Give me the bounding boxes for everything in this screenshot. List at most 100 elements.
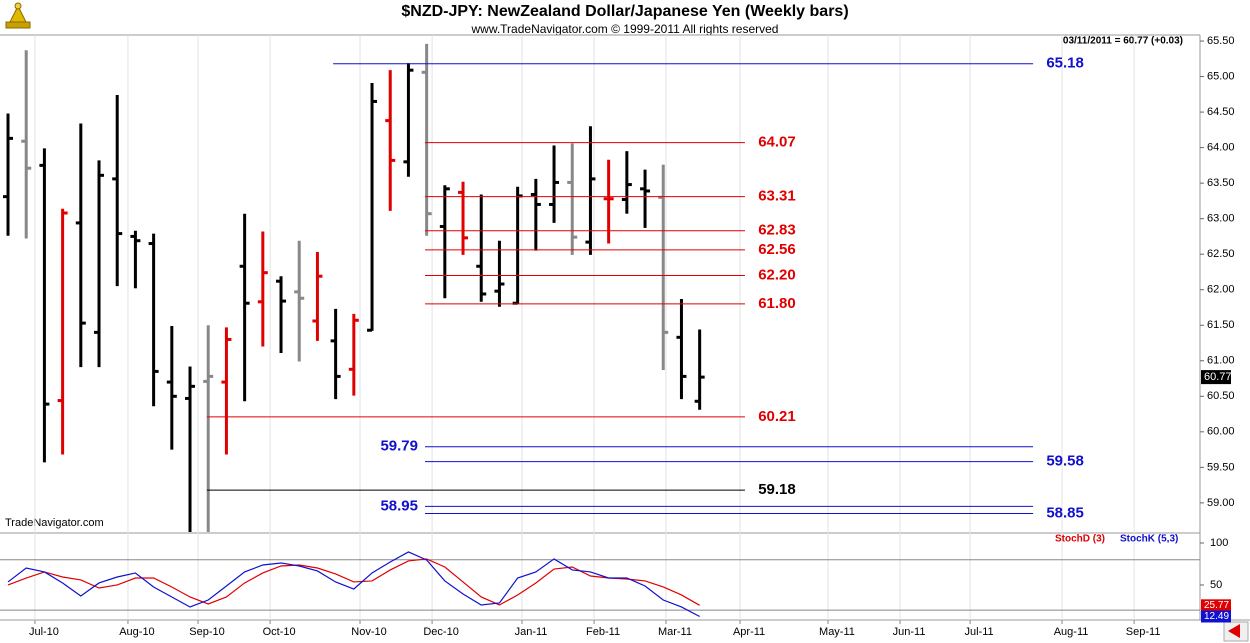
price-bar	[421, 43, 432, 236]
price-bar	[203, 325, 214, 532]
price-bar	[385, 70, 396, 211]
last-value-label: 12.49	[1204, 611, 1229, 622]
y-tick-label: 63.00	[1207, 213, 1235, 225]
y-tick-label: 65.00	[1207, 70, 1235, 82]
x-tick-label: Jun-11	[893, 626, 926, 638]
x-tick-label: Feb-11	[586, 626, 620, 638]
price-bar	[39, 148, 50, 463]
price-bar	[166, 325, 177, 450]
level-label: 61.80	[758, 295, 796, 312]
chart-subtitle: www.TradeNavigator.com © 1999-2011 All r…	[471, 22, 779, 36]
price-bar	[640, 169, 651, 228]
y-tick-label: 60.00	[1207, 426, 1235, 438]
x-tick-label: Aug-11	[1054, 626, 1089, 638]
level-label: 63.31	[758, 188, 796, 205]
price-bar	[585, 126, 596, 255]
price-bar	[694, 329, 705, 410]
price-bar	[312, 252, 323, 341]
last-price-box	[1201, 370, 1231, 385]
level-label: 59.18	[758, 481, 796, 498]
price-bar	[512, 186, 523, 305]
y-tick-label: 62.00	[1207, 284, 1235, 296]
price-bar	[403, 63, 414, 177]
x-tick-label: Dec-10	[423, 626, 458, 638]
price-bar	[494, 240, 505, 307]
price-bar	[330, 308, 341, 400]
level-label: 65.18	[1046, 55, 1084, 72]
price-bar	[658, 164, 669, 371]
price-bar	[549, 145, 560, 223]
price-bar	[112, 95, 123, 287]
price-bar	[185, 366, 196, 532]
price-bar	[367, 82, 378, 332]
x-tick-label: May-11	[819, 626, 855, 638]
x-tick-label: Sep-10	[189, 626, 224, 638]
level-label: 62.20	[758, 266, 796, 283]
legend-entry: StochD (3)	[1055, 534, 1105, 545]
price-bar	[148, 233, 159, 407]
price-bar	[221, 327, 232, 455]
watermark: TradeNavigator.com	[5, 517, 104, 529]
last-value-label: 25.77	[1204, 600, 1229, 611]
x-tick-label: Jan-11	[515, 626, 548, 638]
level-label: 62.56	[758, 241, 796, 258]
price-bar	[21, 50, 32, 239]
last-price-label: 60.77	[1204, 371, 1232, 383]
level-label: 59.58	[1046, 453, 1084, 470]
price-bar	[94, 160, 105, 368]
chart-title: $NZD-JPY: NewZealand Dollar/Japanese Yen…	[401, 3, 848, 20]
y-tick-label: 61.00	[1207, 355, 1235, 367]
last-price-annotation: 03/11/2011 = 60.77 (+0.03)	[1063, 36, 1183, 47]
x-tick-label: Jul-10	[29, 626, 59, 638]
price-bar	[348, 313, 359, 396]
level-label: 60.21	[758, 408, 796, 425]
y-tick-label: 64.50	[1207, 106, 1235, 118]
price-bar	[57, 208, 68, 455]
y-tick-label: 60.50	[1207, 390, 1235, 402]
price-bar	[239, 213, 250, 402]
price-bar	[621, 151, 632, 214]
price-bar	[476, 194, 487, 302]
price-bar	[75, 123, 86, 368]
y-tick-label: 50	[1210, 579, 1222, 591]
y-tick-label: 63.50	[1207, 177, 1235, 189]
level-label: 59.79	[380, 438, 418, 455]
x-tick-label: Jul-11	[965, 626, 994, 638]
x-tick-label: Oct-10	[263, 626, 296, 638]
price-bar	[276, 276, 287, 353]
last-value-box	[1201, 610, 1231, 623]
y-tick-label: 100	[1210, 537, 1228, 549]
level-label: 58.85	[1046, 504, 1084, 521]
y-tick-label: 65.50	[1207, 35, 1235, 47]
level-label: 64.07	[758, 134, 796, 151]
x-tick-label: Sep-11	[1126, 626, 1161, 638]
x-tick-label: Mar-11	[658, 626, 692, 638]
stoch-line	[7, 551, 700, 618]
y-tick-label: 64.00	[1207, 142, 1235, 154]
level-label: 62.83	[758, 222, 796, 239]
scroll-arrow[interactable]	[1223, 621, 1249, 642]
price-bar	[603, 159, 614, 244]
price-bar	[439, 185, 450, 299]
legend-entry: StochK (5,3)	[1120, 534, 1178, 545]
price-bar	[530, 178, 541, 251]
price-bar	[676, 298, 687, 400]
logo	[5, 2, 31, 29]
price-bar	[294, 240, 305, 362]
price-bar	[567, 143, 578, 255]
level-label: 58.95	[380, 497, 418, 514]
price-bar	[130, 230, 141, 289]
x-tick-label: Nov-10	[351, 626, 386, 638]
price-bar	[257, 231, 268, 347]
x-tick-label: Apr-11	[733, 626, 765, 638]
price-bar	[3, 113, 14, 236]
x-tick-label: Aug-10	[119, 626, 154, 638]
stoch-line	[7, 558, 700, 606]
y-tick-label: 59.50	[1207, 461, 1235, 473]
y-tick-label: 61.50	[1207, 319, 1235, 331]
y-tick-label: 59.00	[1207, 497, 1235, 509]
